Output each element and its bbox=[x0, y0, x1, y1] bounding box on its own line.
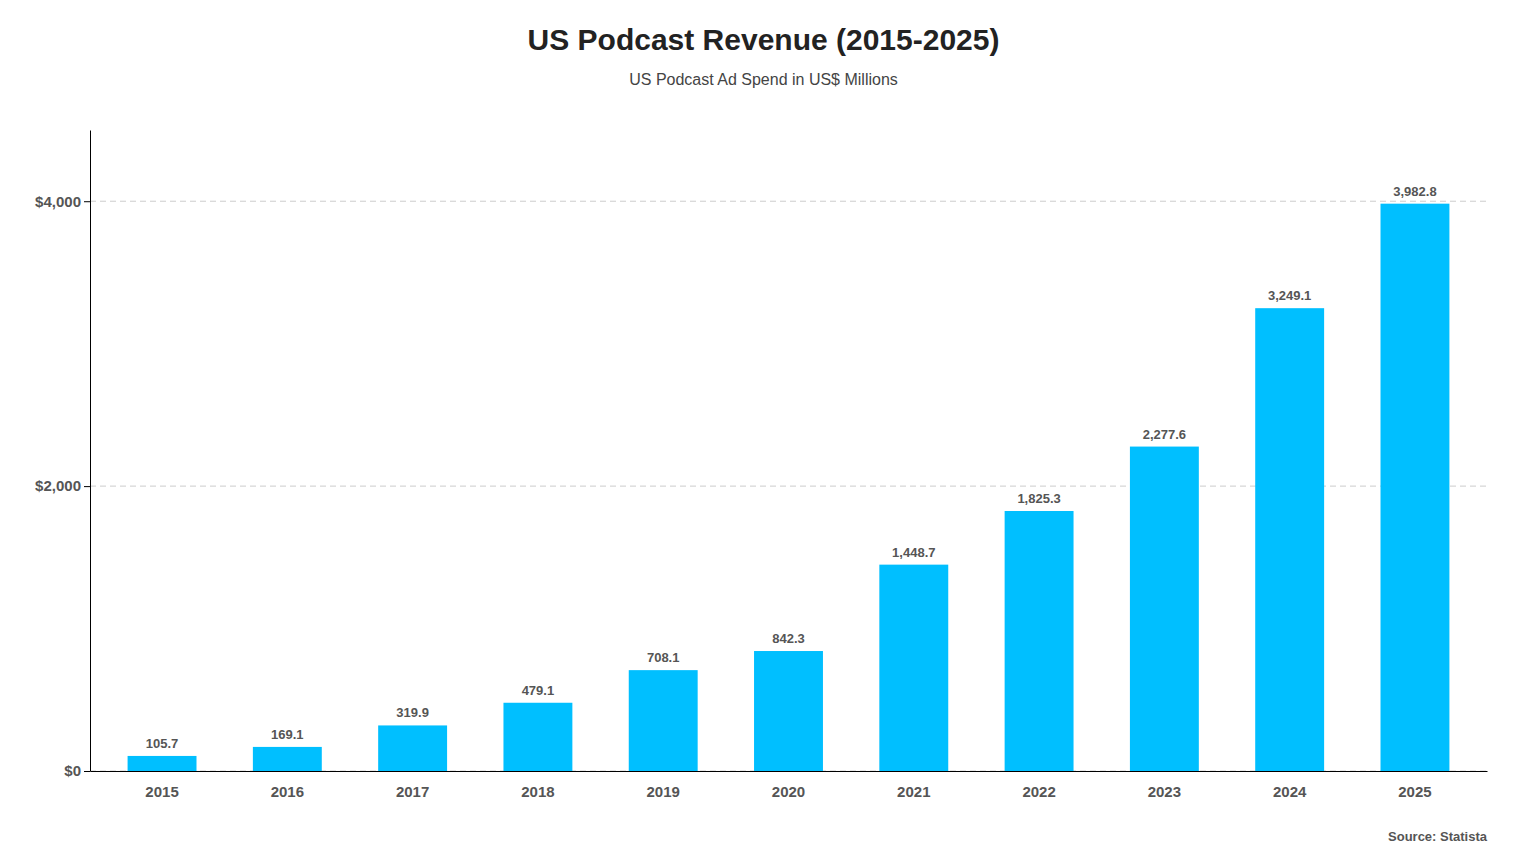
y-tick: $4,000 bbox=[35, 193, 90, 210]
chart-container: US Podcast Revenue (2015-2025) US Podcast… bbox=[0, 0, 1527, 861]
x-tick: 2020 bbox=[772, 783, 805, 800]
plot-area: 105.7 169.1 319.9 479.1 708.1 842.3 1,448.7 1,8… bbox=[35, 131, 1487, 800]
x-tick: 2023 bbox=[1148, 783, 1181, 800]
bar bbox=[1255, 308, 1324, 771]
x-tick: 2021 bbox=[897, 783, 930, 800]
bar bbox=[128, 756, 197, 771]
bar bbox=[378, 725, 447, 771]
grid bbox=[90, 201, 1487, 771]
bar bbox=[1005, 511, 1074, 771]
x-tick-label: 2016 bbox=[271, 783, 304, 800]
x-tick: 2018 bbox=[521, 783, 554, 800]
y-axis: $0 $2,000 $4,000 bbox=[35, 131, 90, 780]
x-tick-label: 2017 bbox=[396, 783, 429, 800]
x-tick-label: 2015 bbox=[145, 783, 178, 800]
bar bbox=[1130, 447, 1199, 771]
x-tick-label: 2019 bbox=[647, 783, 680, 800]
y-tick-mark bbox=[84, 201, 90, 202]
x-tick: 2022 bbox=[1022, 783, 1055, 800]
data-label: 1,825.3 bbox=[1017, 491, 1060, 506]
bar bbox=[629, 670, 698, 771]
data-labels: 105.7 169.1 319.9 479.1 708.1 842.3 1,448.7 1,8… bbox=[146, 184, 1437, 751]
y-tick-mark bbox=[84, 771, 90, 772]
x-tick: 2019 bbox=[647, 783, 680, 800]
bar bbox=[253, 747, 322, 771]
y-tick-mark bbox=[84, 486, 90, 487]
subtitle: US Podcast Ad Spend in US$ Millions bbox=[629, 71, 898, 88]
y-tick-label: $0 bbox=[64, 762, 81, 779]
x-tick-label: 2025 bbox=[1398, 783, 1431, 800]
x-tick-label: 2022 bbox=[1022, 783, 1055, 800]
y-axis-line bbox=[90, 131, 91, 772]
x-tick-label: 2018 bbox=[521, 783, 554, 800]
y-tick: $2,000 bbox=[35, 477, 90, 494]
y-tick: $0 bbox=[64, 762, 90, 779]
x-tick: 2024 bbox=[1273, 783, 1307, 800]
x-tick-label: 2020 bbox=[772, 783, 805, 800]
x-tick-label: 2021 bbox=[897, 783, 930, 800]
data-label: 1,448.7 bbox=[892, 545, 935, 560]
bars bbox=[128, 204, 1450, 771]
data-label: 3,982.8 bbox=[1393, 184, 1436, 199]
bar bbox=[503, 703, 572, 771]
data-label: 105.7 bbox=[146, 736, 179, 751]
x-tick: 2015 bbox=[145, 783, 178, 800]
data-label: 169.1 bbox=[271, 727, 304, 742]
chart-svg: US Podcast Revenue (2015-2025) US Podcast… bbox=[0, 0, 1527, 861]
grid-line bbox=[90, 201, 1487, 202]
y-tick-label: $2,000 bbox=[35, 477, 81, 494]
y-tick-label: $4,000 bbox=[35, 193, 81, 210]
x-tick-label: 2023 bbox=[1148, 783, 1181, 800]
source: Source: Statista bbox=[1388, 829, 1488, 844]
data-label: 319.9 bbox=[396, 705, 429, 720]
data-label: 3,249.1 bbox=[1268, 288, 1311, 303]
x-axis-line bbox=[91, 771, 1488, 772]
bar bbox=[754, 651, 823, 771]
x-tick-label: 2024 bbox=[1273, 783, 1307, 800]
bar bbox=[1381, 204, 1450, 771]
data-label: 842.3 bbox=[772, 631, 805, 646]
x-axis: 2015 2016 2017 2018 2019 2020 2021 2022 2023 2024… bbox=[91, 772, 1488, 800]
x-tick: 2025 bbox=[1398, 783, 1431, 800]
title: US Podcast Revenue (2015-2025) bbox=[528, 23, 1000, 56]
data-label: 479.1 bbox=[522, 683, 555, 698]
x-tick: 2017 bbox=[396, 783, 429, 800]
x-tick: 2016 bbox=[271, 783, 304, 800]
bar bbox=[879, 565, 948, 771]
data-label: 2,277.6 bbox=[1143, 427, 1186, 442]
data-label: 708.1 bbox=[647, 650, 680, 665]
